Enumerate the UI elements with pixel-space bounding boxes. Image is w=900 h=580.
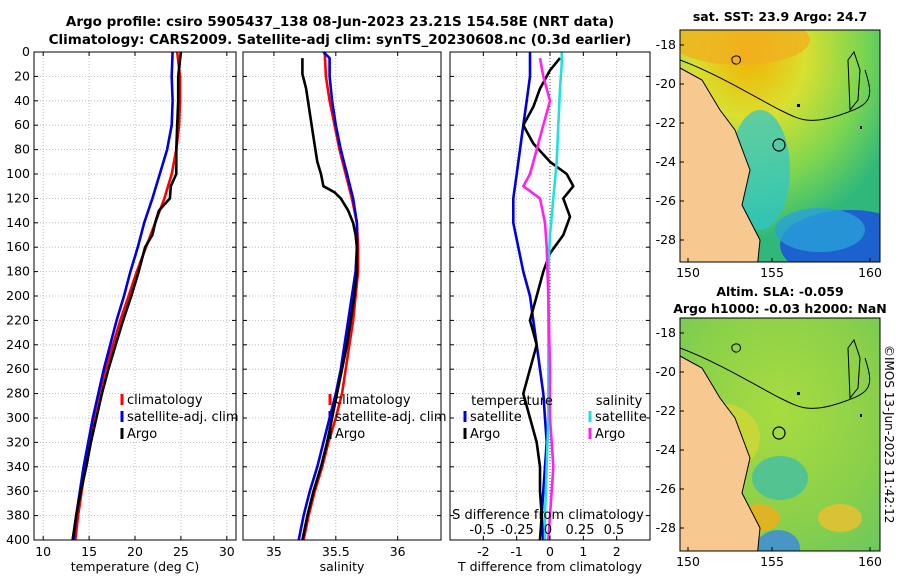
y-tick-label: 400 — [6, 532, 30, 547]
legend-title-salinity: salinity — [596, 394, 643, 409]
map-x-tick-label: 160 — [858, 554, 882, 569]
map-y-tick-label: -28 — [656, 520, 676, 535]
x-tick-label: 30 — [219, 544, 235, 559]
island — [860, 126, 862, 129]
legend-label: Argo — [127, 427, 157, 442]
map-y-tick-label: -20 — [656, 76, 676, 91]
panel-salinity: 35 35.5 36 salinity climatology satellite-adj… — [243, 52, 447, 574]
x-tick-label: 35.5 — [322, 544, 350, 559]
profile-plots: 1015202530temperature (deg C)02040608010… — [0, 0, 900, 580]
y-tick-label: 160 — [6, 239, 30, 254]
series-t-satellite — [513, 52, 546, 540]
map-y-tick-label: -18 — [656, 325, 676, 340]
map-x-tick-label: 160 — [858, 265, 882, 280]
y-tick-label: 20 — [14, 68, 30, 83]
x-tick-label: 2 — [613, 544, 621, 559]
map-y-tick-label: -28 — [656, 232, 676, 247]
y-tick-label: 60 — [14, 117, 30, 132]
x-tick-label: 25 — [173, 544, 189, 559]
y-tick-label: 220 — [6, 312, 30, 327]
legend-label: satellite-adj. clim — [127, 410, 239, 425]
map-x-tick-label: 150 — [676, 554, 700, 569]
x-axis-label: salinity — [320, 559, 365, 574]
secondary-x-axis-label: S difference from climatology — [452, 508, 644, 523]
y-tick-label: 100 — [6, 166, 30, 181]
y-tick-label: 280 — [6, 386, 30, 401]
legend-label: Argo — [470, 427, 500, 442]
x-axis-label: temperature (deg C) — [71, 559, 200, 574]
x-tick-label: 10 — [35, 544, 51, 559]
cool-patch — [775, 208, 865, 252]
y-tick-label: 340 — [6, 459, 30, 474]
eddy-patch — [752, 456, 808, 500]
island — [797, 392, 800, 395]
map-field — [680, 318, 880, 578]
y-tick-label: 120 — [6, 190, 30, 205]
map-sla: 150 155 160 -18 -20 -22 -24 -26 -28 — [656, 318, 882, 578]
map-y-tick-label: -26 — [656, 481, 676, 496]
legend-label: climatology — [127, 393, 203, 408]
y-tick-label: 320 — [6, 434, 30, 449]
secondary-x-tick-label: 0 — [544, 523, 552, 538]
x-tick-label: 15 — [81, 544, 97, 559]
map-y-tick-label: -22 — [656, 403, 676, 418]
eddy-patch — [818, 504, 862, 532]
map-y-tick-label: -24 — [656, 442, 676, 457]
map-y-tick-label: -24 — [656, 154, 676, 169]
y-tick-label: 260 — [6, 361, 30, 376]
figure: Argo profile: csiro 5905437_138 08-Jun-2… — [0, 0, 900, 580]
island — [860, 414, 862, 417]
y-tick-label: 380 — [6, 508, 30, 523]
y-tick-label: 0 — [22, 44, 30, 59]
y-tick-label: 200 — [6, 288, 30, 303]
secondary-x-tick-label: 0.5 — [604, 523, 625, 538]
secondary-x-tick-label: -0.25 — [500, 523, 534, 538]
x-tick-label: -1 — [510, 544, 522, 559]
y-tick-label: 360 — [6, 483, 30, 498]
y-tick-label: 140 — [6, 215, 30, 230]
map-field — [670, 15, 900, 290]
island — [797, 104, 800, 107]
map-y-tick-label: -20 — [656, 364, 676, 379]
y-tick-label: 240 — [6, 337, 30, 352]
legend-title-temperature: temperature — [471, 394, 553, 409]
legend-label: satellite — [470, 410, 522, 425]
y-tick-label: 180 — [6, 264, 30, 279]
map-y-tick-label: -22 — [656, 115, 676, 130]
x-tick-label: 0 — [546, 544, 554, 559]
panel-temperature: 10 15 20 25 30 temperature (deg C) 0 20 40 60 80 10… — [6, 44, 238, 574]
map-y-tick-label: -18 — [656, 37, 676, 52]
legend-label: satellite-adj. clim — [335, 410, 447, 425]
series-argo — [302, 58, 357, 540]
x-tick-label: 20 — [127, 544, 143, 559]
series-s-argo — [523, 58, 553, 540]
map-sst: 150 155 160 -18 -20 -22 -24 -26 -28 — [656, 15, 900, 290]
y-tick-label: 80 — [14, 142, 30, 157]
secondary-x-tick-label: -0.5 — [469, 523, 494, 538]
secondary-x-tick-label: 0.25 — [566, 523, 595, 538]
y-tick-label: 300 — [6, 410, 30, 425]
y-tick-label: 40 — [14, 93, 30, 108]
legend-label: satellite — [595, 410, 647, 425]
x-axis-label: T difference from climatology — [457, 559, 643, 574]
x-tick-label: 36 — [390, 544, 406, 559]
x-tick-label: 35 — [266, 544, 282, 559]
map-y-tick-label: -26 — [656, 193, 676, 208]
legend-label: Argo — [335, 427, 365, 442]
x-tick-label: 1 — [579, 544, 587, 559]
legend-label: climatology — [335, 393, 411, 408]
panel-differences: -2 -1 0 1 2T difference from climatology temp… — [450, 52, 650, 574]
map-x-tick-label: 155 — [760, 554, 784, 569]
legend-label: Argo — [595, 427, 625, 442]
map-x-tick-label: 150 — [676, 265, 700, 280]
x-tick-label: -2 — [477, 544, 489, 559]
map-x-tick-label: 155 — [760, 265, 784, 280]
